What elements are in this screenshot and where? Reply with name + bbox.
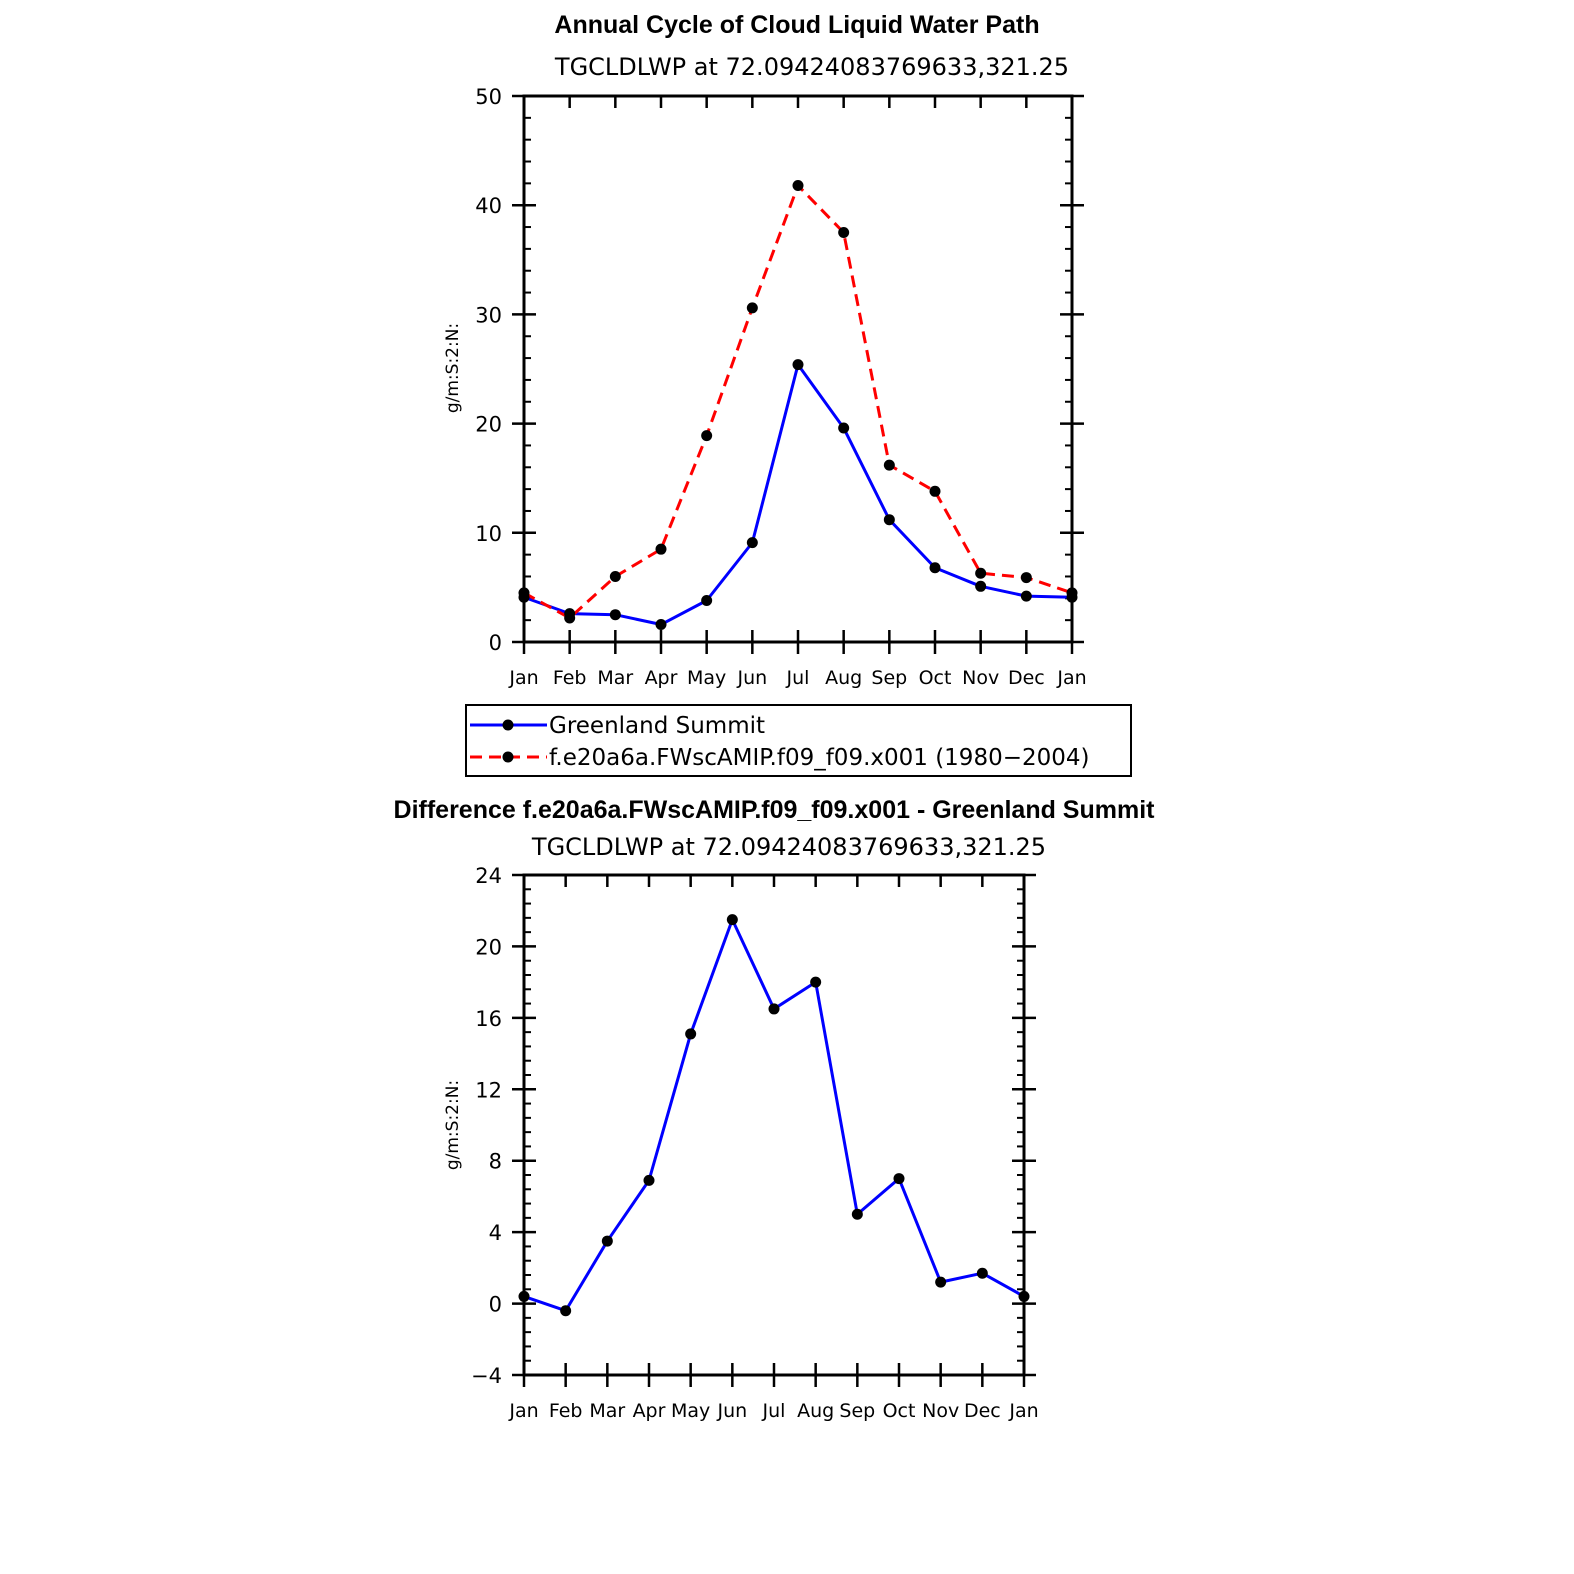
chart2-y-axis-label: g/m:S:2:N: [443,1080,463,1170]
y-tick-label: 50 [475,85,502,109]
y-tick-label: 0 [489,1293,502,1317]
data-point [810,976,822,988]
annual-cycle-chart: Annual Cycle of Cloud Liquid Water Path … [443,11,1087,689]
y-tick-label: 12 [475,1078,502,1102]
chart1-subtitle: TGCLDLWP at 72.09424083769633,321.25 [554,53,1069,81]
x-tick-label: Dec [964,1400,1001,1422]
x-tick-label: Mar [589,1400,625,1422]
data-point [701,595,713,607]
data-point [975,580,987,592]
x-tick-label: Nov [922,1400,959,1422]
x-tick-label: Sep [871,667,907,689]
data-point [792,359,804,371]
y-tick-label: 10 [475,522,502,546]
legend-marker-greenland [502,719,514,731]
x-tick-label: Mar [597,667,633,689]
data-point [838,422,850,434]
data-point [601,1235,613,1247]
chart1-title: Annual Cycle of Cloud Liquid Water Path [554,11,1039,39]
data-point [685,1028,697,1040]
x-tick-label: Jun [736,667,767,689]
data-point [851,1208,863,1220]
legend-label-greenland: Greenland Summit [549,713,765,739]
chart2-title: Difference f.e20a6a.FWscAMIP.f09_f09.x00… [394,796,1156,824]
data-point [792,180,804,192]
x-tick-label: Jan [508,1400,538,1422]
x-tick-label: Aug [825,667,862,689]
y-tick-label: 30 [475,303,502,327]
x-tick-label: Jul [762,1400,786,1422]
data-point [609,609,621,621]
data-point [655,543,667,555]
data-point [1020,590,1032,602]
legend-box [465,704,1132,777]
y-tick-label: −4 [471,1364,502,1388]
data-point [643,1174,655,1186]
x-tick-label: May [671,1400,710,1422]
series-line-0 [523,918,1025,1313]
data-point [929,485,941,497]
x-tick-label: Jan [508,667,538,689]
data-point [883,514,895,526]
chart2-plot-frame [522,873,1026,1377]
data-point [935,1276,947,1288]
y-tick-label: 16 [475,1007,502,1031]
data-point [883,459,895,471]
x-tick-label: Feb [549,1400,583,1422]
data-point [609,570,621,582]
x-tick-label: Sep [839,1400,875,1422]
x-tick-label: Jan [1056,667,1086,689]
data-point [768,1003,780,1015]
x-tick-label: Nov [962,667,999,689]
chart1-y-axis-label: g/m:S:2:N: [443,323,463,413]
data-point [564,612,576,624]
x-tick-label: Aug [797,1400,834,1422]
y-tick-label: 20 [475,935,502,959]
legend-label-model: f.e20a6a.FWscAMIP.f09_f09.x001 (1980−200… [549,745,1090,771]
y-tick-label: 40 [475,194,502,218]
data-point [929,562,941,574]
y-tick-label: 20 [475,413,502,437]
x-tick-label: May [687,667,726,689]
x-tick-label: Feb [553,667,587,689]
chart1-plot-frame [522,94,1074,644]
data-point [976,1267,988,1279]
data-point [746,302,758,314]
data-point [975,567,987,579]
data-point [726,914,738,926]
data-point [893,1173,905,1185]
x-tick-label: Jul [786,667,810,689]
x-tick-label: Jan [1008,1400,1038,1422]
data-point [838,227,850,238]
x-tick-label: Apr [633,1400,666,1422]
y-tick-label: 8 [489,1150,502,1174]
data-point [1020,572,1032,584]
y-tick-label: 4 [489,1221,502,1245]
x-tick-label: Apr [645,667,678,689]
data-point [701,430,713,442]
x-tick-label: Dec [1008,667,1045,689]
chart2-subtitle: TGCLDLWP at 72.09424083769633,321.25 [531,833,1046,861]
y-tick-label: 0 [489,631,502,655]
legend-marker-model [502,751,514,763]
x-tick-label: Oct [919,667,952,689]
x-tick-label: Jun [716,1400,747,1422]
series-line-1 [523,184,1073,620]
data-point [746,537,758,549]
legend: Greenland Summit f.e20a6a.FWscAMIP.f09_f… [465,704,1132,777]
difference-chart: Difference f.e20a6a.FWscAMIP.f09_f09.x00… [394,796,1156,1422]
data-point [560,1305,572,1317]
data-point [655,619,667,631]
x-tick-label: Oct [883,1400,916,1422]
y-tick-label: 24 [475,864,502,888]
